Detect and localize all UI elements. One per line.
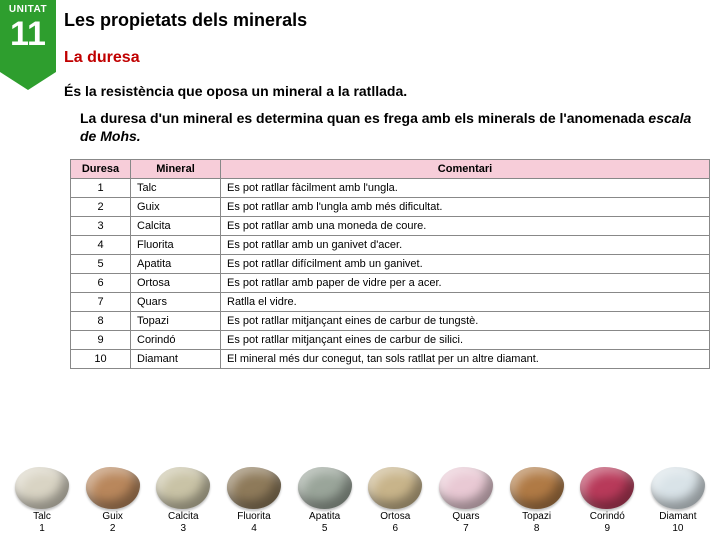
mineral-icon: [651, 467, 705, 509]
table-row: 4FluoritaEs pot ratllar amb un ganivet d…: [71, 236, 710, 255]
table-row: 9CorindóEs pot ratllar mitjançant eines …: [71, 331, 710, 350]
mineral-name: Topazi: [505, 511, 569, 523]
col-header-comentari: Comentari: [221, 160, 710, 179]
mineral-item: Apatita5: [293, 467, 357, 534]
mineral-icon: [15, 467, 69, 509]
cell-duresa: 4: [71, 236, 131, 255]
cell-duresa: 8: [71, 312, 131, 331]
cell-mineral: Apatita: [131, 255, 221, 274]
mineral-icon: [580, 467, 634, 509]
mineral-item: Corindó9: [575, 467, 639, 534]
mineral-item: Calcita3: [151, 467, 215, 534]
cell-mineral: Calcita: [131, 217, 221, 236]
definition-text: És la resistència que oposa un mineral a…: [64, 83, 712, 99]
mineral-number: 10: [646, 523, 710, 535]
table-row: 1TalcEs pot ratllar fàcilment amb l'ungl…: [71, 179, 710, 198]
cell-mineral: Guix: [131, 198, 221, 217]
mineral-icon: [368, 467, 422, 509]
cell-comentari: Es pot ratllar amb una moneda de coure.: [221, 217, 710, 236]
mineral-number: 3: [151, 523, 215, 535]
table-row: 10DiamantEl mineral més dur conegut, tan…: [71, 350, 710, 369]
cell-mineral: Quars: [131, 293, 221, 312]
table-row: 6OrtosaEs pot ratllar amb paper de vidre…: [71, 274, 710, 293]
col-header-mineral: Mineral: [131, 160, 221, 179]
mineral-icon: [510, 467, 564, 509]
cell-duresa: 2: [71, 198, 131, 217]
mineral-name: Fluorita: [222, 511, 286, 523]
cell-duresa: 5: [71, 255, 131, 274]
mineral-name: Ortosa: [363, 511, 427, 523]
cell-duresa: 1: [71, 179, 131, 198]
cell-mineral: Ortosa: [131, 274, 221, 293]
table-row: 5ApatitaEs pot ratllar difícilment amb u…: [71, 255, 710, 274]
mineral-item: Talc1: [10, 467, 74, 534]
mineral-icon: [439, 467, 493, 509]
mineral-item: Fluorita4: [222, 467, 286, 534]
mineral-number: 6: [363, 523, 427, 535]
cell-comentari: Es pot ratllar mitjançant eines de carbu…: [221, 331, 710, 350]
cell-comentari: Es pot ratllar amb l'ungla amb més dific…: [221, 198, 710, 217]
cell-comentari: Es pot ratllar amb paper de vidre per a …: [221, 274, 710, 293]
cell-comentari: Es pot ratllar amb un ganivet d'acer.: [221, 236, 710, 255]
cell-comentari: El mineral més dur conegut, tan sols rat…: [221, 350, 710, 369]
mineral-icon: [298, 467, 352, 509]
unit-label: UNITAT: [0, 0, 56, 15]
table-row: 8TopaziEs pot ratllar mitjançant eines d…: [71, 312, 710, 331]
mineral-name: Diamant: [646, 511, 710, 523]
mineral-number: 7: [434, 523, 498, 535]
page-title: Les propietats dels minerals: [64, 10, 712, 31]
mineral-icon: [156, 467, 210, 509]
mineral-name: Quars: [434, 511, 498, 523]
description-pre: La duresa d'un mineral es determina quan…: [80, 110, 648, 126]
table-header-row: Duresa Mineral Comentari: [71, 160, 710, 179]
mineral-number: 1: [10, 523, 74, 535]
cell-mineral: Corindó: [131, 331, 221, 350]
mineral-number: 5: [293, 523, 357, 535]
unit-number: 11: [0, 17, 56, 51]
mineral-item: Ortosa6: [363, 467, 427, 534]
mineral-item: Topazi8: [505, 467, 569, 534]
cell-comentari: Es pot ratllar fàcilment amb l'ungla.: [221, 179, 710, 198]
table-row: 2GuixEs pot ratllar amb l'ungla amb més …: [71, 198, 710, 217]
mineral-name: Calcita: [151, 511, 215, 523]
mineral-number: 2: [81, 523, 145, 535]
cell-mineral: Diamant: [131, 350, 221, 369]
cell-mineral: Topazi: [131, 312, 221, 331]
mineral-number: 9: [575, 523, 639, 535]
mineral-number: 4: [222, 523, 286, 535]
cell-duresa: 6: [71, 274, 131, 293]
description-text: La duresa d'un mineral es determina quan…: [80, 109, 706, 145]
table-row: 7QuarsRatlla el vidre.: [71, 293, 710, 312]
mineral-item: Diamant10: [646, 467, 710, 534]
table-row: 3CalcitaEs pot ratllar amb una moneda de…: [71, 217, 710, 236]
cell-mineral: Fluorita: [131, 236, 221, 255]
cell-comentari: Ratlla el vidre.: [221, 293, 710, 312]
cell-duresa: 9: [71, 331, 131, 350]
col-header-duresa: Duresa: [71, 160, 131, 179]
mineral-name: Guix: [81, 511, 145, 523]
cell-comentari: Es pot ratllar mitjançant eines de carbu…: [221, 312, 710, 331]
mineral-item: Quars7: [434, 467, 498, 534]
cell-mineral: Talc: [131, 179, 221, 198]
mineral-gallery: Talc1Guix2Calcita3Fluorita4Apatita5Ortos…: [0, 467, 720, 534]
mineral-icon: [86, 467, 140, 509]
cell-duresa: 3: [71, 217, 131, 236]
unit-badge: UNITAT 11: [0, 0, 56, 72]
mineral-name: Talc: [10, 511, 74, 523]
cell-duresa: 7: [71, 293, 131, 312]
mineral-icon: [227, 467, 281, 509]
content-area: Les propietats dels minerals La duresa É…: [64, 0, 712, 369]
mineral-name: Corindó: [575, 511, 639, 523]
mineral-number: 8: [505, 523, 569, 535]
mohs-table: Duresa Mineral Comentari 1TalcEs pot rat…: [70, 159, 710, 369]
cell-comentari: Es pot ratllar difícilment amb un ganive…: [221, 255, 710, 274]
mineral-name: Apatita: [293, 511, 357, 523]
cell-duresa: 10: [71, 350, 131, 369]
mineral-item: Guix2: [81, 467, 145, 534]
section-subtitle: La duresa: [64, 49, 712, 67]
